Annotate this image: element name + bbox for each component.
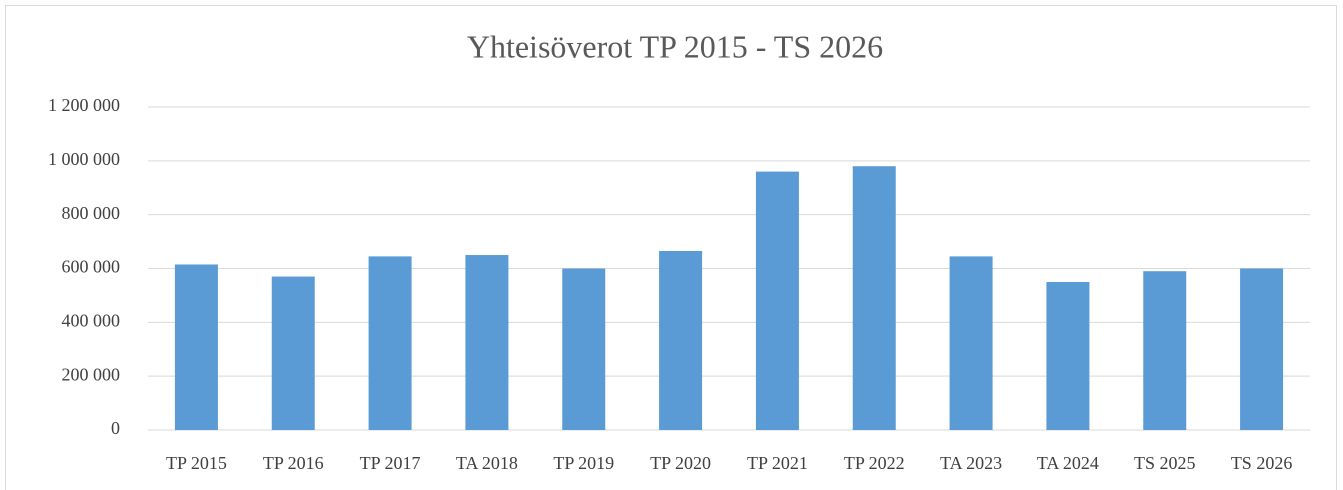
y-tick-label: 0 bbox=[111, 418, 120, 438]
y-tick-label: 800 000 bbox=[62, 203, 121, 223]
y-tick-label: 600 000 bbox=[62, 257, 121, 277]
x-tick-label: TP 2016 bbox=[263, 453, 324, 473]
y-tick-label: 1 200 000 bbox=[48, 95, 120, 115]
chart-title: Yhteisöverot TP 2015 - TS 2026 bbox=[467, 28, 883, 64]
x-tick-label: TA 2024 bbox=[1037, 453, 1099, 473]
bar bbox=[368, 256, 412, 430]
bar bbox=[1240, 268, 1284, 430]
bar bbox=[1143, 271, 1187, 430]
bar bbox=[949, 256, 993, 430]
x-tick-label: TP 2019 bbox=[553, 453, 614, 473]
x-tick-label: TS 2026 bbox=[1231, 453, 1293, 473]
bar bbox=[659, 251, 703, 430]
bar bbox=[562, 268, 606, 430]
y-tick-label: 400 000 bbox=[62, 310, 121, 330]
x-tick-label: TP 2020 bbox=[650, 453, 711, 473]
x-tick-label: TP 2022 bbox=[844, 453, 905, 473]
x-tick-label: TA 2023 bbox=[940, 453, 1002, 473]
y-tick-label: 1 000 000 bbox=[48, 149, 120, 169]
bar bbox=[174, 264, 218, 430]
bar bbox=[1046, 281, 1090, 430]
x-tick-label: TS 2025 bbox=[1134, 453, 1196, 473]
y-tick-label: 200 000 bbox=[62, 364, 121, 384]
x-tick-label: TA 2018 bbox=[456, 453, 518, 473]
bar bbox=[755, 171, 799, 430]
x-tick-label: TP 2021 bbox=[747, 453, 808, 473]
bar bbox=[465, 255, 509, 430]
x-tick-label: TP 2015 bbox=[166, 453, 227, 473]
x-tick-label: TP 2017 bbox=[360, 453, 421, 473]
bar bbox=[271, 276, 315, 430]
bar bbox=[852, 166, 896, 430]
